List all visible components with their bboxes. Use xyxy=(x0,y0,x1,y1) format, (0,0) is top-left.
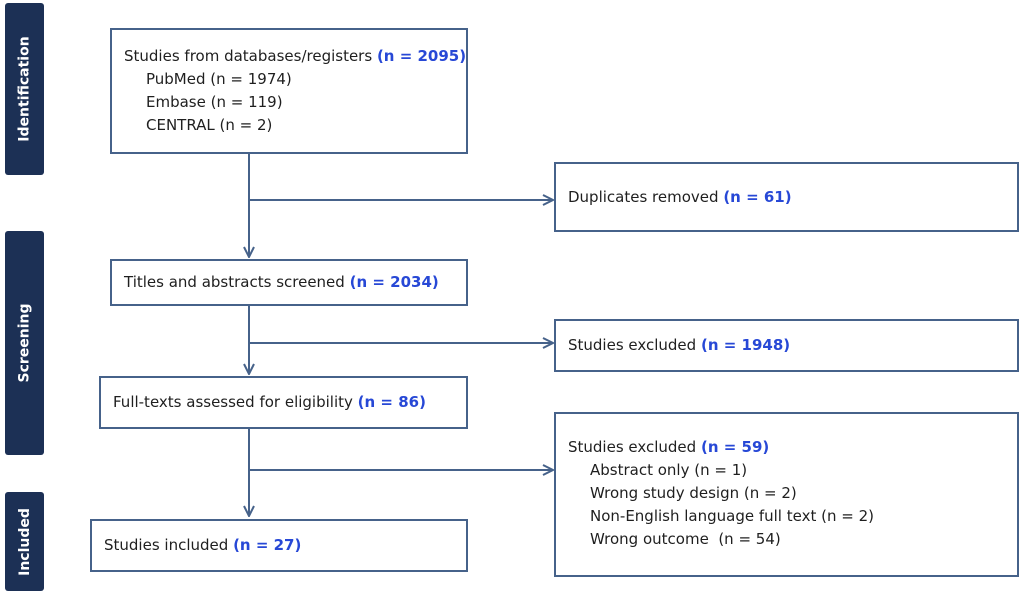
duplicates-count: (n = 61) xyxy=(723,188,792,206)
excluded-screening-count: (n = 1948) xyxy=(700,336,791,354)
included-count: (n = 27) xyxy=(233,536,302,554)
screened-box: Titles and abstracts screened (n = 2034) xyxy=(110,259,468,306)
reason-non-english: Non-English language full text (n = 2) xyxy=(590,507,874,525)
fulltext-count: (n = 86) xyxy=(357,393,426,411)
screened-count: (n = 2034) xyxy=(349,273,439,291)
included-label: Studies included xyxy=(104,536,229,554)
fulltext-title: Full-texts assessed for eligibility (n =… xyxy=(113,391,454,414)
excluded-screening-label: Studies excluded xyxy=(568,336,697,354)
duplicates-title: Duplicates removed (n = 61) xyxy=(568,186,1005,209)
reason-wrong-outcome: Wrong outcome (n = 54) xyxy=(590,530,781,548)
identification-count: (n = 2095) xyxy=(376,47,467,65)
source-pubmed: PubMed (n = 1974) xyxy=(146,70,292,88)
reason-wrong-study-design: Wrong study design (n = 2) xyxy=(590,484,797,502)
fulltext-box: Full-texts assessed for eligibility (n =… xyxy=(99,376,468,429)
included-box: Studies included (n = 27) xyxy=(90,519,468,572)
fulltext-label: Full-texts assessed for eligibility xyxy=(113,393,353,411)
identification-title: Studies from databases/registers (n = 20… xyxy=(124,45,466,68)
identification-box: Studies from databases/registers (n = 20… xyxy=(110,28,468,154)
source-embase: Embase (n = 119) xyxy=(146,93,283,111)
phase-screening: Screening xyxy=(5,231,44,455)
screened-title: Titles and abstracts screened (n = 2034) xyxy=(124,271,454,294)
identification-label: Studies from databases/registers xyxy=(124,47,373,65)
duplicates-box: Duplicates removed (n = 61) xyxy=(554,162,1019,232)
phase-included: Included xyxy=(5,492,44,591)
source-central: CENTRAL (n = 2) xyxy=(146,116,273,134)
reason-abstract-only: Abstract only (n = 1) xyxy=(590,461,748,479)
excluded-screening-title: Studies excluded (n = 1948) xyxy=(568,334,1005,357)
phase-identification: Identification xyxy=(5,3,44,175)
included-title: Studies included (n = 27) xyxy=(104,534,454,557)
excluded-screening-box: Studies excluded (n = 1948) xyxy=(554,319,1019,372)
excluded-fulltext-count: (n = 59) xyxy=(700,438,770,456)
excluded-fulltext-label: Studies excluded xyxy=(568,438,697,456)
excluded-fulltext-box: Studies excluded (n = 59) Abstract only … xyxy=(554,412,1019,577)
duplicates-label: Duplicates removed xyxy=(568,188,719,206)
screened-label: Titles and abstracts screened xyxy=(124,273,345,291)
excluded-fulltext-title: Studies excluded (n = 59) xyxy=(568,436,1005,459)
